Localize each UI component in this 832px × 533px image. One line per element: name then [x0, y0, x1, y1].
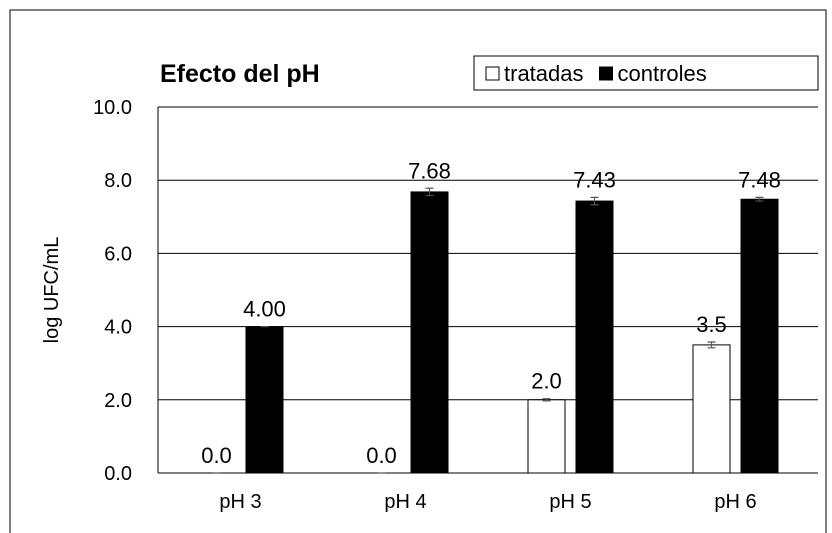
x-tick-label: pH 5 — [549, 491, 591, 513]
y-tick-label: 8.0 — [104, 170, 132, 192]
error-bar — [590, 196, 599, 206]
error-bar — [755, 196, 764, 202]
legend-swatch — [599, 66, 613, 81]
error-bar — [707, 341, 716, 349]
legend-label: tratadas — [504, 61, 584, 86]
bar — [410, 191, 449, 474]
chart-title: Efecto del pH — [160, 60, 320, 88]
bar — [527, 399, 566, 474]
y-tick-label: 0.0 — [104, 463, 132, 485]
y-tick-label: 2.0 — [104, 390, 132, 412]
data-label: 7.48 — [738, 167, 781, 192]
x-tick-label: pH 3 — [219, 491, 261, 513]
legend-label: controles — [618, 61, 707, 86]
x-tick-label: pH 6 — [714, 491, 756, 513]
bar — [740, 198, 779, 474]
y-axis-label: log UFC/mL — [41, 237, 63, 344]
data-label: 3.5 — [696, 312, 727, 337]
legend-swatch — [485, 66, 500, 81]
bar — [692, 344, 731, 474]
y-tick-label: 6.0 — [104, 243, 132, 265]
data-label: 4.00 — [243, 297, 286, 322]
data-label: 0.0 — [201, 443, 232, 468]
error-bar — [542, 398, 551, 402]
legend-box — [473, 55, 819, 91]
bar — [245, 326, 284, 474]
y-tick-label: 4.0 — [104, 317, 132, 339]
data-label: 2.0 — [531, 369, 562, 394]
data-label: 0.0 — [366, 443, 397, 468]
y-tick-label: 10.0 — [93, 97, 132, 119]
x-tick-label: pH 4 — [384, 491, 426, 513]
error-bar — [425, 187, 434, 197]
bar — [575, 200, 614, 474]
data-label: 7.43 — [573, 167, 616, 192]
data-label: 7.68 — [408, 158, 451, 183]
